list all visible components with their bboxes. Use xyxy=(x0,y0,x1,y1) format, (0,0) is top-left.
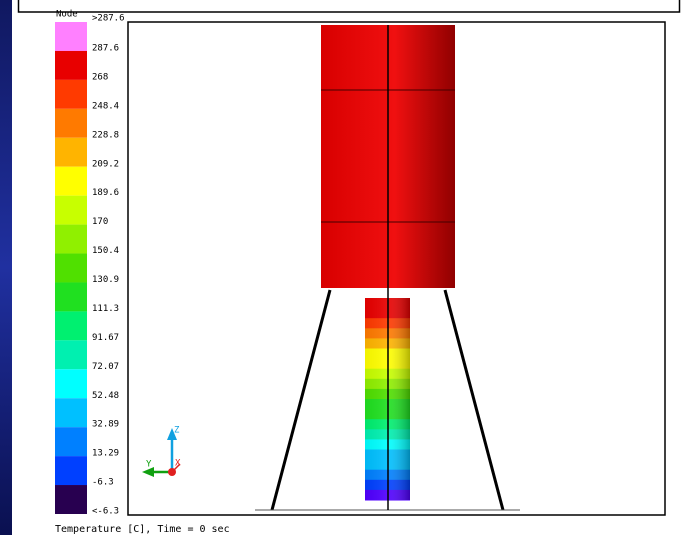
legend-swatch xyxy=(55,456,87,485)
legend-label: 209.2 xyxy=(92,159,119,169)
legend-label: <-6.3 xyxy=(92,507,119,517)
side-strip xyxy=(0,0,12,535)
legend-label: 170 xyxy=(92,217,108,227)
legend-swatch xyxy=(55,340,87,369)
axis-triad: Z Y X xyxy=(142,426,181,478)
viewport: Node >287.6 287.6 268 248.4 228.8 209.2 189.6 1… xyxy=(0,0,683,535)
legend-label: 13.29 xyxy=(92,449,119,459)
leg xyxy=(272,290,330,510)
header-box xyxy=(19,0,680,12)
legend-swatch xyxy=(55,109,87,138)
legend-label: 91.67 xyxy=(92,333,119,343)
legend-label: 228.8 xyxy=(92,130,119,140)
footer: Temperature [C], Time = 0 sec xyxy=(55,524,230,535)
legend-label: 150.4 xyxy=(92,246,119,256)
legend-label: 72.07 xyxy=(92,362,119,372)
legend-swatch xyxy=(55,51,87,80)
legend-swatch xyxy=(55,282,87,311)
legend-swatch xyxy=(55,254,87,283)
legend-title: Node xyxy=(56,10,78,20)
legend-swatch xyxy=(55,22,87,51)
legend-label: 287.6 xyxy=(92,44,119,54)
legend-label: 189.6 xyxy=(92,188,119,198)
legend-swatch xyxy=(55,196,87,225)
legend-swatch xyxy=(55,427,87,456)
legend-label: 268 xyxy=(92,72,108,82)
legend-label: 111.3 xyxy=(92,304,119,314)
legend-label: >287.6 xyxy=(92,14,125,24)
leg xyxy=(445,290,503,510)
legend-label: 32.89 xyxy=(92,420,119,430)
legend-swatch xyxy=(55,369,87,398)
model xyxy=(255,25,520,510)
legend-label: 248.4 xyxy=(92,101,119,111)
origin xyxy=(168,468,176,476)
legend-swatch xyxy=(55,398,87,427)
legend-swatch xyxy=(55,167,87,196)
z-label: Z xyxy=(174,426,180,436)
legend-label: -6.3 xyxy=(92,478,114,488)
legend-swatch xyxy=(55,138,87,167)
legend-swatch xyxy=(55,225,87,254)
y-label: Y xyxy=(146,460,152,470)
legend-swatch xyxy=(55,311,87,340)
legend-swatch xyxy=(55,485,87,514)
legend-swatch xyxy=(55,80,87,109)
legend-label: 52.48 xyxy=(92,391,119,401)
x-label: X xyxy=(175,459,181,469)
legend: Node >287.6 287.6 268 248.4 228.8 209.2 189.6 1… xyxy=(55,10,125,517)
legend-label: 130.9 xyxy=(92,275,119,285)
page: {"legend": {"title": "Node", "labels": [… xyxy=(0,0,683,535)
